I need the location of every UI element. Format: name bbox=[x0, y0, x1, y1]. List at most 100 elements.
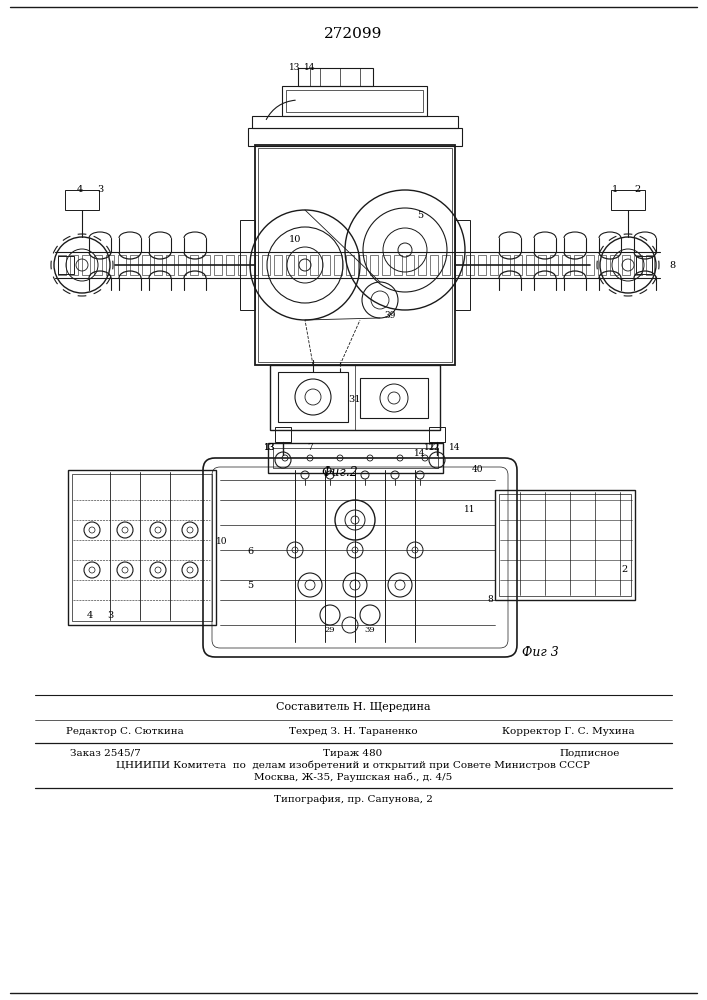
Bar bbox=[478, 255, 486, 275]
Bar bbox=[346, 255, 354, 275]
Text: 40: 40 bbox=[472, 466, 484, 475]
Text: 14: 14 bbox=[304, 64, 316, 73]
Bar bbox=[166, 255, 174, 275]
Bar bbox=[634, 255, 642, 275]
Text: 13: 13 bbox=[264, 444, 276, 452]
Bar bbox=[248, 128, 462, 146]
Bar bbox=[154, 255, 162, 275]
Bar bbox=[226, 255, 234, 275]
Text: 31: 31 bbox=[349, 395, 361, 404]
Bar bbox=[68, 470, 216, 625]
Bar bbox=[65, 190, 99, 210]
Bar bbox=[514, 255, 522, 275]
Text: 8: 8 bbox=[669, 260, 675, 269]
Text: 4: 4 bbox=[87, 610, 93, 619]
Bar bbox=[202, 255, 210, 275]
Bar bbox=[586, 255, 594, 275]
Text: Составитель Н. Щередина: Составитель Н. Щередина bbox=[276, 702, 431, 712]
Bar bbox=[358, 255, 366, 275]
Text: Подписное: Подписное bbox=[560, 748, 620, 758]
Bar bbox=[258, 148, 452, 362]
Bar bbox=[282, 86, 427, 116]
Bar bbox=[130, 255, 138, 275]
Bar bbox=[240, 220, 255, 310]
Bar bbox=[429, 427, 445, 442]
Bar bbox=[322, 255, 330, 275]
Bar bbox=[382, 255, 390, 275]
Bar bbox=[58, 256, 74, 274]
Text: 272099: 272099 bbox=[324, 27, 382, 41]
Text: Фиг 3: Фиг 3 bbox=[522, 646, 559, 658]
Text: Корректор Г. С. Мухина: Корректор Г. С. Мухина bbox=[502, 726, 634, 736]
Text: 13: 13 bbox=[289, 64, 300, 73]
Bar bbox=[394, 255, 402, 275]
Bar bbox=[118, 255, 126, 275]
Bar bbox=[286, 255, 294, 275]
Bar bbox=[270, 365, 440, 430]
Bar bbox=[298, 255, 306, 275]
Bar bbox=[286, 90, 423, 112]
Bar bbox=[94, 255, 102, 275]
Text: 6: 6 bbox=[247, 548, 253, 556]
Bar bbox=[142, 255, 150, 275]
Bar bbox=[310, 255, 318, 275]
Bar bbox=[252, 116, 458, 128]
Bar bbox=[636, 256, 652, 274]
Bar bbox=[418, 255, 426, 275]
Text: 12: 12 bbox=[424, 444, 436, 452]
Text: Москва, Ж-35, Раушская наб., д. 4/5: Москва, Ж-35, Раушская наб., д. 4/5 bbox=[254, 772, 452, 782]
Text: 5: 5 bbox=[247, 580, 253, 589]
Bar bbox=[538, 255, 546, 275]
Bar bbox=[442, 255, 450, 275]
Bar bbox=[370, 255, 378, 275]
Text: Типография, пр. Сапунова, 2: Типография, пр. Сапунова, 2 bbox=[274, 796, 433, 804]
Bar bbox=[82, 255, 90, 275]
Text: 7: 7 bbox=[307, 442, 313, 452]
Bar bbox=[278, 372, 348, 422]
Bar bbox=[178, 255, 186, 275]
Text: 5: 5 bbox=[417, 211, 423, 220]
Text: Редактор С. Сюткина: Редактор С. Сюткина bbox=[66, 726, 184, 736]
Bar bbox=[550, 255, 558, 275]
Bar bbox=[574, 255, 582, 275]
Bar bbox=[562, 255, 570, 275]
Text: 1: 1 bbox=[612, 186, 618, 194]
Bar bbox=[250, 255, 258, 275]
Text: 4: 4 bbox=[77, 186, 83, 194]
Bar bbox=[499, 494, 631, 596]
Text: 8: 8 bbox=[487, 595, 493, 604]
Bar bbox=[430, 255, 438, 275]
Bar bbox=[502, 255, 510, 275]
Text: 10: 10 bbox=[289, 235, 301, 244]
Text: 11: 11 bbox=[464, 506, 476, 514]
Bar bbox=[70, 255, 78, 275]
Bar bbox=[526, 255, 534, 275]
Text: ЦНИИПИ Комитета  по  делам изобретений и открытий при Совете Министров СССР: ЦНИИПИ Комитета по делам изобретений и о… bbox=[116, 760, 590, 770]
Bar bbox=[490, 255, 498, 275]
Bar bbox=[598, 255, 606, 275]
Bar bbox=[622, 255, 630, 275]
Bar bbox=[106, 255, 114, 275]
Bar bbox=[298, 68, 373, 86]
Text: 14: 14 bbox=[449, 442, 461, 452]
Bar bbox=[274, 255, 282, 275]
Bar bbox=[454, 255, 462, 275]
Bar bbox=[58, 255, 66, 275]
Text: 10: 10 bbox=[216, 538, 228, 546]
Text: Тираж 480: Тираж 480 bbox=[323, 748, 382, 758]
Bar bbox=[262, 255, 270, 275]
Text: 3: 3 bbox=[97, 186, 103, 194]
Text: 2: 2 bbox=[635, 186, 641, 194]
Bar bbox=[268, 443, 443, 473]
Text: 12: 12 bbox=[429, 442, 440, 452]
Text: 29: 29 bbox=[325, 626, 335, 634]
Bar bbox=[214, 255, 222, 275]
Bar bbox=[360, 378, 428, 418]
Text: 3: 3 bbox=[107, 610, 113, 619]
Bar bbox=[495, 490, 635, 600]
Bar bbox=[238, 255, 246, 275]
Bar bbox=[646, 255, 654, 275]
Bar bbox=[610, 255, 618, 275]
Text: 14: 14 bbox=[414, 450, 426, 458]
Text: 39: 39 bbox=[385, 310, 396, 320]
